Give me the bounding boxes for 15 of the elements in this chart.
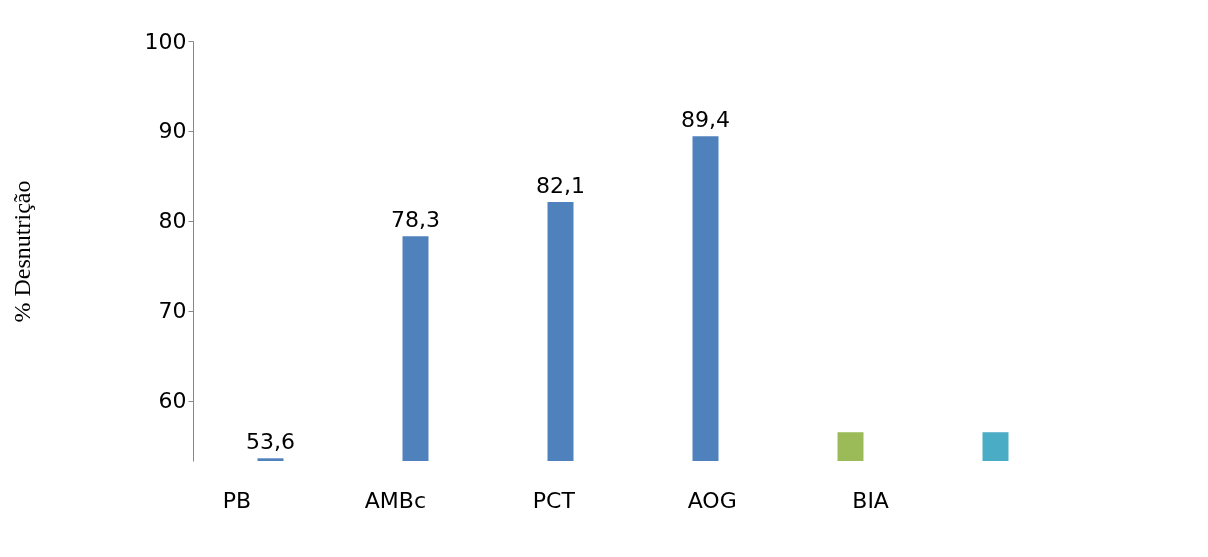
text: AOG xyxy=(687,488,737,513)
data-label: 53,6 xyxy=(246,429,295,455)
text: PCT xyxy=(532,488,576,513)
y-tick-label: 60 xyxy=(158,388,187,414)
text: AMBc xyxy=(364,488,427,513)
data-label: 89,4 xyxy=(681,107,730,133)
text: BIA xyxy=(852,488,889,513)
y-tick-label: 90 xyxy=(158,118,187,144)
data-label: 78,3 xyxy=(391,207,440,233)
y-tick-label: 100 xyxy=(144,28,187,54)
y-tick-label: 80 xyxy=(158,208,187,234)
data-label: 82,1 xyxy=(536,172,585,198)
y-tick-label: 70 xyxy=(158,298,187,324)
y-axis-title: % Desnutrição xyxy=(8,180,35,323)
text: PB xyxy=(222,488,252,513)
